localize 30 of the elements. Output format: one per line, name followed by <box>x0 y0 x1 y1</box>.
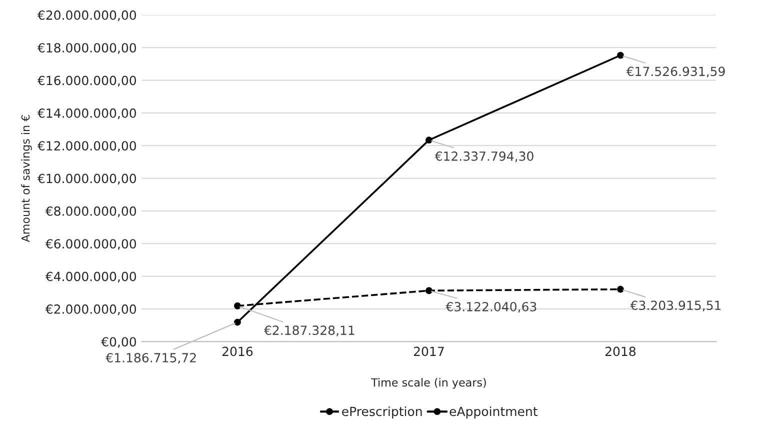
y-tick-label: €6.000.000,00 <box>45 239 136 250</box>
y-tick-label: €8.000.000,00 <box>45 206 136 218</box>
x-axis-title: Time scale (in years) <box>371 378 486 389</box>
point <box>234 318 241 326</box>
point <box>425 136 432 144</box>
y-tick-label: €10.000.000,00 <box>37 174 136 184</box>
data-label: €2.187.328,11 <box>264 326 354 336</box>
data-label: €17.526.931,59 <box>626 66 725 78</box>
legend-label: eAppointment <box>450 406 538 419</box>
point <box>616 286 624 293</box>
point <box>616 52 624 59</box>
x-tick-label: 2018 <box>605 346 636 356</box>
y-tick-label: €4.000.000,00 <box>45 272 136 282</box>
y-tick-label: €12.000.000,00 <box>37 141 136 152</box>
y-tick-label: €2.000.000,00 <box>45 304 136 316</box>
y-tick-label: €16.000.000,00 <box>37 76 136 86</box>
legend-label: ePrescription <box>342 406 422 419</box>
y-tick-label: €14.000.000,00 <box>37 108 136 120</box>
y-tick-label: €18.000.000,00 <box>37 43 136 54</box>
point <box>234 302 241 310</box>
y-axis-title: Amount of savings in € <box>21 115 32 242</box>
data-label: €1.186.715,72 <box>106 352 196 364</box>
point <box>425 287 432 294</box>
data-label: €3.203.915,51 <box>630 300 721 312</box>
y-tick-label: €20.000.000,00 <box>37 10 136 22</box>
data-label: €3.122.040,63 <box>446 302 536 313</box>
y-tick-label: €0,00 <box>101 337 136 348</box>
x-tick-label: 2016 <box>222 346 253 356</box>
data-label: €12.337.794,30 <box>434 151 534 162</box>
x-tick-label: 2017 <box>414 346 444 356</box>
